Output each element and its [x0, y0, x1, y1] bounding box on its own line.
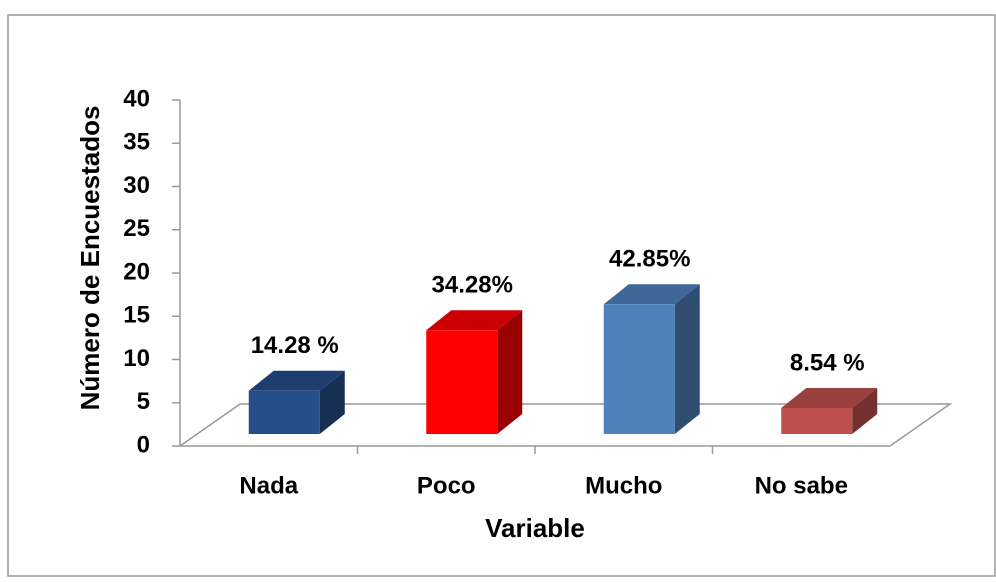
y-tick-label: 35	[123, 129, 150, 156]
bar	[781, 388, 878, 434]
y-tick-label: 40	[123, 85, 150, 112]
floor	[177, 403, 953, 447]
bar-face	[674, 284, 700, 434]
x-tick-label: Poco	[417, 472, 476, 499]
y-tick-label: 30	[123, 172, 150, 199]
y-tick-label: 15	[123, 302, 150, 329]
bar-face	[426, 330, 498, 434]
bar-face	[248, 390, 320, 434]
bar	[426, 310, 523, 434]
bar	[248, 370, 345, 434]
x-axis-title: Variable	[485, 513, 585, 543]
y-tick-label: 20	[123, 258, 150, 285]
x-tick-label: Nada	[239, 472, 298, 499]
bar	[603, 284, 700, 434]
bar-face	[426, 310, 523, 331]
y-axis-title: Número de Encuestados	[75, 106, 105, 411]
data-label: 34.28%	[432, 272, 513, 299]
y-tick-label: 5	[137, 388, 150, 415]
bar-face	[852, 388, 878, 434]
y-tick-label: 25	[123, 215, 150, 242]
data-label: 42.85%	[609, 246, 690, 273]
y-tick-label: 10	[123, 345, 150, 372]
y-tick-label: 0	[137, 431, 150, 458]
x-tick-label: Mucho	[585, 472, 662, 499]
bar-face	[497, 310, 523, 434]
bar-face	[781, 388, 878, 409]
bar-face	[248, 370, 345, 391]
bar-face	[603, 304, 675, 434]
data-label: 14.28 %	[251, 332, 339, 359]
bar-face	[319, 370, 345, 434]
chart-frame	[7, 14, 996, 577]
x-tick-label: No sabe	[755, 472, 848, 499]
bar-face	[603, 284, 700, 305]
bar-face	[781, 408, 853, 434]
data-label: 8.54 %	[790, 349, 865, 376]
